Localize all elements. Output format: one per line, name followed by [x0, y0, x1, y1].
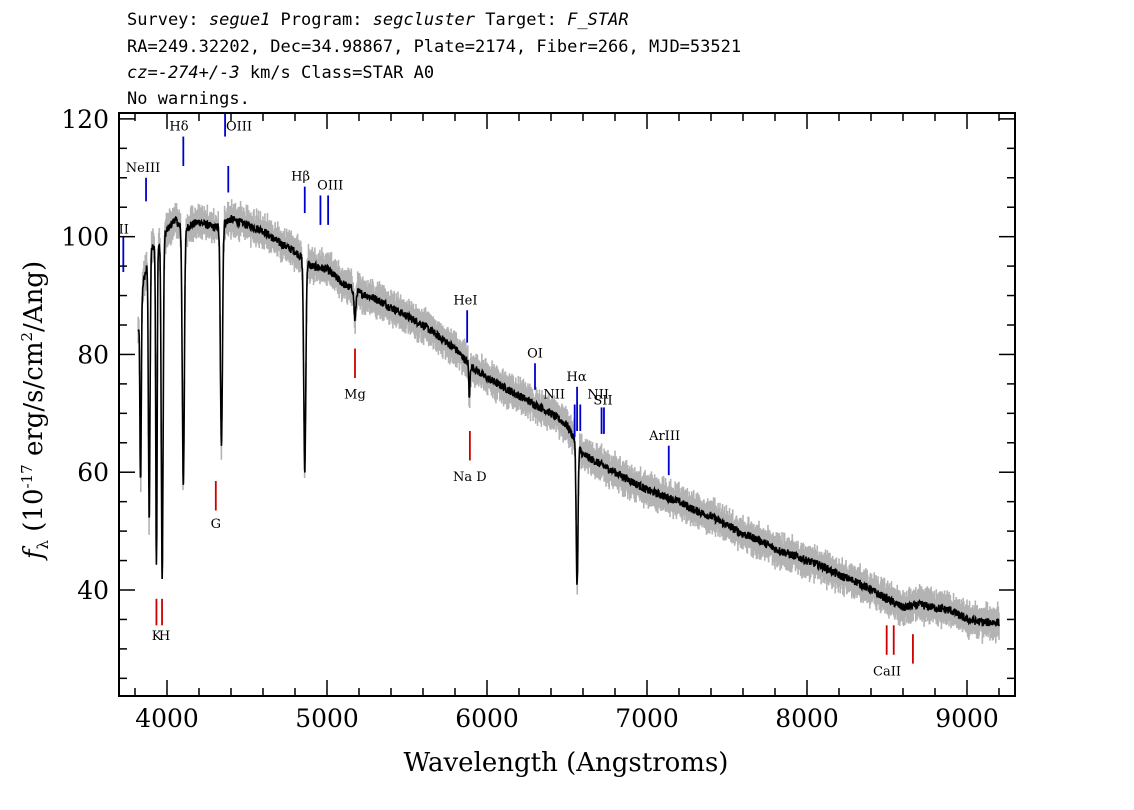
- class-info: km/s Class=STAR A0: [239, 63, 435, 83]
- survey-label: Survey:: [127, 10, 209, 30]
- x-tick-label: 6000: [455, 704, 519, 733]
- header-line-2: RA=249.32202, Dec=34.98867, Plate=2174, …: [127, 37, 742, 57]
- y-tick-label: 120: [61, 105, 109, 134]
- x-tick-label: 7000: [615, 704, 679, 733]
- y-axis-title-exp: -17: [18, 464, 36, 488]
- emission-line-label: II: [119, 223, 129, 238]
- y-axis-title-exp2: 2: [18, 332, 36, 342]
- y-axis-title-sub: λ: [34, 539, 52, 549]
- x-tick-label: 5000: [295, 704, 359, 733]
- y-tick-label: 60: [77, 458, 109, 487]
- x-tick-label: 4000: [135, 704, 199, 733]
- emission-line-label: SII: [593, 394, 612, 409]
- emission-line-label: NeIII: [126, 161, 160, 176]
- flux-series: [137, 214, 1000, 627]
- spectral-line-markers: Hδ OIIINeIIIIIHβOIIIHeIOINIIHαNIISIIArIII…: [119, 113, 914, 679]
- emission-line-label: OIII: [226, 120, 252, 135]
- error-band: [137, 199, 1000, 644]
- survey-value: segue1: [208, 10, 271, 30]
- absorption-line-label: K: [152, 629, 162, 644]
- plot-frame: [118, 112, 1016, 697]
- emission-line-label: Hβ: [291, 170, 310, 185]
- y-axis-title: fλ (10-17 erg/s/cm2/Ang): [18, 261, 52, 561]
- header-line-1: Survey: segue1 Program: segcluster Targe…: [127, 10, 629, 30]
- emission-line-label: Hδ: [169, 120, 188, 135]
- axis-ticks: 4000 5000 6000 7000 8000 9000 40 60 80 100 120: [61, 105, 1015, 733]
- emission-line-label: HeI: [453, 293, 477, 308]
- x-tick-label: 9000: [935, 704, 999, 733]
- emission-line-label: NII: [587, 388, 609, 403]
- y-tick-label: 40: [77, 576, 109, 605]
- y-axis-title-mid: erg/s/cm: [19, 342, 49, 465]
- x-tick-label: 8000: [775, 704, 839, 733]
- cz-value: cz=-274+/-3: [127, 63, 240, 83]
- y-axis-title-end: /Ang): [19, 261, 49, 332]
- emission-line-label: Hα: [567, 370, 587, 385]
- target-label: Target:: [475, 10, 568, 30]
- emission-line-label: NII: [543, 388, 565, 403]
- absorption-line-label: Mg: [344, 388, 366, 403]
- emission-line-label: OI: [527, 346, 543, 361]
- program-label: Program:: [270, 10, 373, 30]
- emission-line-label: OIII: [317, 179, 343, 194]
- y-axis-title-main: (10: [19, 488, 49, 540]
- y-tick-label: 80: [77, 340, 109, 369]
- absorption-line-label: H: [159, 629, 170, 644]
- plot-border: [118, 112, 1016, 697]
- absorption-line-label: CaII: [873, 664, 901, 679]
- absorption-line-label: Na D: [453, 470, 487, 485]
- header-line-4: No warnings.: [127, 89, 250, 109]
- flux-line: [137, 214, 1000, 627]
- y-tick-label: 100: [61, 223, 109, 252]
- target-value: F_STAR: [567, 10, 629, 30]
- x-axis-title: Wavelength (Angstroms): [404, 748, 729, 778]
- absorption-line-label: G: [211, 517, 221, 532]
- header-line-3: cz=-274+/-3 km/s Class=STAR A0: [127, 63, 434, 83]
- emission-line-label: ArIII: [648, 429, 680, 444]
- program-value: segcluster: [372, 10, 476, 30]
